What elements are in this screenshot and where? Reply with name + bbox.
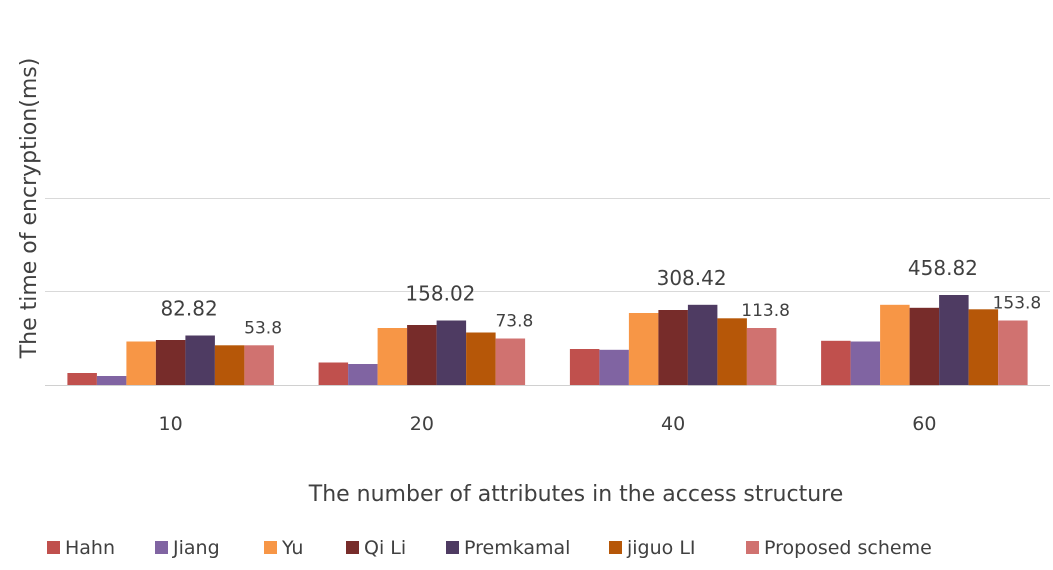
legend-swatch bbox=[746, 541, 759, 554]
bar-premkamal-40 bbox=[687, 304, 718, 386]
legend-swatch bbox=[155, 541, 168, 554]
bar-jiguo-li-20 bbox=[466, 332, 496, 385]
bar-yu-60 bbox=[880, 304, 910, 386]
data-label: 53.8 bbox=[244, 318, 282, 338]
bar-jiguo-li-10 bbox=[214, 345, 245, 386]
legend-label: Proposed scheme bbox=[764, 537, 932, 559]
legend-label: Jiang bbox=[172, 537, 220, 559]
bar-proposed-scheme-20 bbox=[495, 338, 526, 385]
bars bbox=[67, 295, 1028, 386]
x-tick-label: 40 bbox=[661, 413, 685, 435]
bar-jiang-60 bbox=[850, 341, 881, 385]
bar-jiguo-li-60 bbox=[968, 309, 999, 386]
bar-premkamal-10 bbox=[185, 335, 215, 385]
gridlines bbox=[45, 198, 1050, 386]
x-tick-label: 10 bbox=[159, 413, 183, 435]
bar-premkamal-20 bbox=[436, 320, 467, 385]
bar-qi-li-40 bbox=[658, 310, 688, 385]
legend-label: Qi Li bbox=[364, 537, 406, 559]
bar-yu-20 bbox=[377, 328, 408, 385]
data-label: 153.8 bbox=[993, 294, 1042, 314]
data-label: 158.02 bbox=[405, 282, 475, 306]
bar-qi-li-60 bbox=[909, 307, 940, 386]
data-label: 113.8 bbox=[741, 301, 790, 321]
data-label: 73.8 bbox=[495, 312, 533, 332]
x-tick-labels: 10 20 40 60 bbox=[159, 413, 937, 435]
bar-hahn-60 bbox=[821, 340, 851, 386]
legend-swatch bbox=[609, 541, 622, 554]
x-tick-label: 20 bbox=[410, 413, 434, 435]
bar-proposed-scheme-40 bbox=[746, 328, 777, 385]
bar-jiang-40 bbox=[599, 349, 629, 386]
legend-swatch bbox=[346, 541, 359, 554]
data-label: 308.42 bbox=[657, 266, 727, 290]
bar-qi-li-10 bbox=[155, 340, 186, 385]
bar-premkamal-60 bbox=[939, 295, 969, 385]
y-axis-title: The time of encryption(ms) bbox=[17, 58, 42, 360]
data-label: 82.82 bbox=[160, 297, 217, 321]
data-label: 458.82 bbox=[908, 256, 978, 280]
bar-proposed-scheme-60 bbox=[998, 320, 1028, 385]
bar-jiang-20 bbox=[348, 364, 378, 385]
bar-qi-li-20 bbox=[407, 325, 437, 385]
legend-swatch bbox=[47, 541, 60, 554]
bar-proposed-scheme-10 bbox=[244, 345, 274, 386]
legend-label: Hahn bbox=[65, 537, 115, 559]
x-axis-title: The number of attributes in the access s… bbox=[308, 482, 844, 507]
legend-swatch bbox=[446, 541, 459, 554]
bar-hahn-20 bbox=[318, 362, 349, 385]
legend-swatch bbox=[264, 541, 277, 554]
bar-hahn-10 bbox=[67, 373, 97, 385]
bar-jiguo-li-40 bbox=[717, 318, 747, 386]
legend-label: jiguo LI bbox=[626, 537, 696, 559]
legend-label: Yu bbox=[281, 537, 303, 559]
legend-label: Premkamal bbox=[464, 537, 570, 559]
bar-hahn-40 bbox=[569, 349, 600, 385]
x-tick-label: 60 bbox=[912, 413, 936, 435]
bar-yu-40 bbox=[628, 313, 659, 385]
legend: Hahn Jiang Yu Qi Li Premkamal jiguo LI Propose… bbox=[47, 537, 932, 559]
data-labels: 82.82 53.8 158.02 73.8 308.42 113.8 458.82 153.… bbox=[160, 256, 1041, 338]
bar-yu-10 bbox=[126, 341, 156, 385]
bar-jiang-10 bbox=[96, 376, 127, 385]
